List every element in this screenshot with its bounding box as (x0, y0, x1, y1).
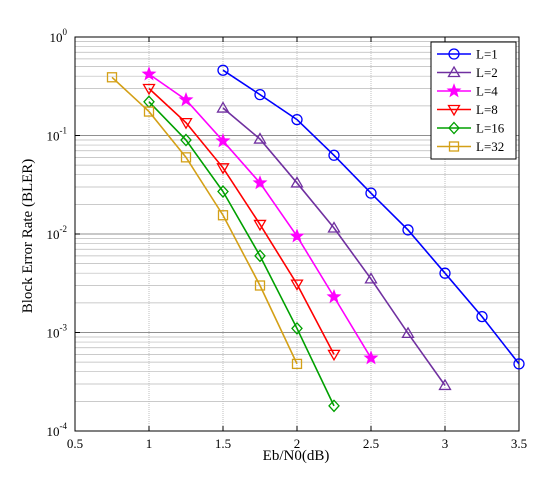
y-tick-label: 10-2 (47, 224, 68, 242)
data-point (252, 175, 268, 190)
data-point (180, 133, 192, 147)
legend-label: L=1 (476, 47, 498, 62)
data-point (290, 279, 304, 291)
data-point (216, 163, 230, 175)
legend: L=1 L=2 L=4 L=8 L=16 L=32 (430, 41, 517, 160)
series-line (222, 69, 520, 365)
y-axis-label-group: Block Error Rate (BLER) (20, 159, 36, 314)
y-tick-label: 10-4 (47, 421, 68, 439)
data-point (253, 219, 267, 232)
legend-label: L=32 (476, 139, 504, 154)
legend-item: L=2 (437, 65, 498, 80)
y-axis-label: Block Error Rate (BLER) (20, 159, 36, 314)
x-tick-label: 0.5 (67, 436, 83, 451)
series-l-8 (142, 83, 341, 362)
legend-item: L=1 (437, 47, 498, 62)
y-tick-label: 10-1 (47, 126, 68, 144)
legend-label: L=16 (476, 121, 505, 136)
legend-box (430, 41, 517, 160)
data-point (328, 149, 340, 161)
data-point (327, 221, 341, 233)
series-l-1 (217, 64, 525, 370)
legend-marker (448, 48, 460, 60)
series-l-4 (141, 66, 379, 365)
legend-marker (447, 65, 461, 78)
series-line (148, 87, 335, 355)
data-point (439, 267, 451, 279)
series-line (222, 107, 446, 386)
legend-marker (448, 121, 460, 135)
data-point (365, 187, 377, 199)
data-point (291, 321, 303, 335)
series-l-2 (216, 101, 452, 391)
legend-item: L=32 (437, 139, 504, 154)
data-point (401, 326, 415, 339)
data-point (253, 132, 267, 144)
data-point (290, 176, 304, 188)
data-point (141, 66, 157, 81)
data-point (291, 358, 303, 370)
data-point (254, 88, 266, 101)
legend-item: L=4 (437, 83, 498, 99)
data-point (363, 350, 379, 365)
series-line (111, 76, 298, 365)
data-point (178, 92, 194, 107)
data-point (180, 152, 192, 163)
data-point (402, 224, 414, 236)
x-tick-label: 1.5 (215, 436, 231, 451)
data-point (254, 249, 266, 263)
data-point (142, 83, 156, 96)
data-point (327, 349, 341, 362)
data-point (364, 272, 378, 284)
series-l-32 (106, 72, 303, 370)
x-tick-label: 3.5 (511, 436, 527, 451)
y-tick-label: 100 (50, 27, 68, 45)
data-point (254, 280, 266, 291)
legend-item: L=16 (437, 121, 505, 136)
data-point (326, 289, 342, 304)
legend-label: L=4 (476, 84, 498, 99)
x-axis-label: Eb/N0(dB) (263, 448, 330, 464)
data-point (217, 185, 229, 198)
data-point (217, 210, 229, 221)
data-point (289, 228, 305, 243)
data-point (143, 106, 155, 117)
y-tick-label: 10-3 (47, 323, 68, 341)
x-tick-label: 3 (442, 436, 449, 451)
data-point (215, 133, 231, 148)
data-point (328, 399, 340, 413)
data-point (476, 310, 488, 323)
data-point (513, 358, 525, 370)
x-tick-label: 2 (294, 436, 301, 451)
series-line (148, 101, 335, 407)
x-tick-label: 2.5 (363, 436, 379, 451)
legend-label: L=2 (476, 65, 498, 80)
legend-item: L=8 (437, 102, 498, 117)
legend-marker (448, 141, 460, 152)
data-point (216, 101, 230, 113)
data-point (291, 113, 303, 126)
data-point (179, 118, 193, 130)
x-tick-label: 1 (146, 436, 153, 451)
legend-marker (447, 104, 461, 117)
data-point (106, 72, 118, 83)
series-l-16 (143, 95, 340, 413)
legend-label: L=8 (476, 102, 498, 117)
data-point (217, 64, 229, 76)
legend-marker (446, 83, 462, 98)
data-point (438, 378, 452, 391)
